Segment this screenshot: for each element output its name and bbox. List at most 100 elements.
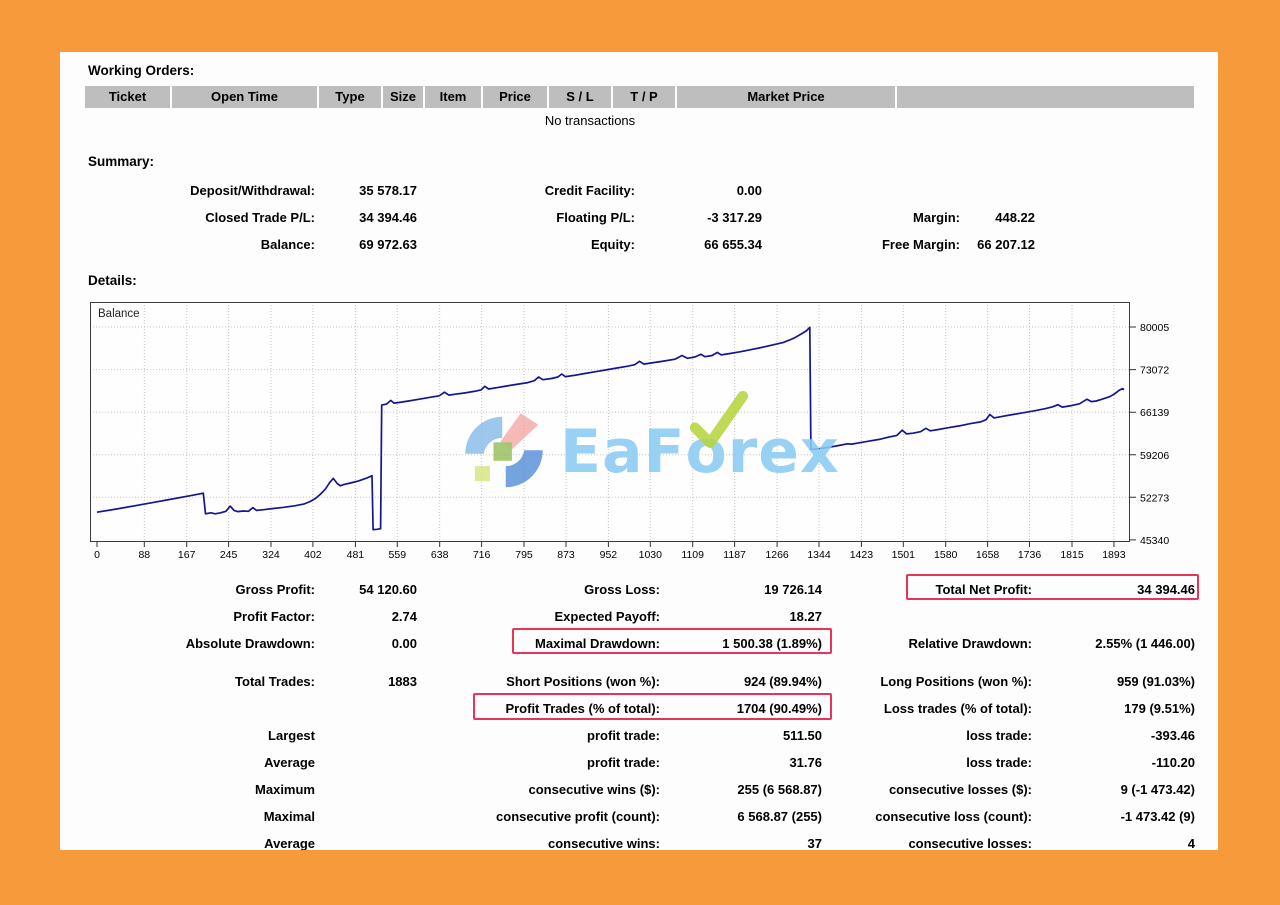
stats-row-c2v-value: 6 568.87 (255) <box>737 809 822 824</box>
x-axis-tick-label: 167 <box>178 549 196 561</box>
stats-row-c3l-label: Loss trades (% of total): <box>883 701 1032 716</box>
highlight-box-profit-trades <box>473 693 832 720</box>
balance-line <box>96 326 1125 531</box>
stats-row-c1l-label: Absolute Drawdown: <box>185 636 315 651</box>
chart-border <box>90 302 1130 542</box>
chart-tick-marks <box>96 326 1136 547</box>
column-header-type: Type <box>319 86 381 108</box>
stats-row-c2l-label: consecutive profit (count): <box>496 809 660 824</box>
summary-row-c1l-label: Deposit/Withdrawal: <box>190 183 315 198</box>
x-axis-tick-label: 1580 <box>934 549 958 561</box>
no-transactions-message: No transactions <box>544 113 636 128</box>
stats-row-c1v-value <box>315 722 417 749</box>
stats-row-c1l-label: Profit Factor: <box>233 609 315 624</box>
stats-row: Average profit trade: 31.76 loss trade: -110… <box>60 749 1197 776</box>
column-header-market-price: Market Price <box>677 86 895 108</box>
stats-row-c2v-value: 924 (89.94%) <box>743 674 822 689</box>
stats-row-c3l-label: consecutive loss (count): <box>875 809 1032 824</box>
summary-row: Balance: 69 972.63 Equity: 66 655.34 Free Ma… <box>60 231 1197 258</box>
summary-row-c3l-label: Free Margin: <box>881 237 960 252</box>
y-axis-tick-label: 80005 <box>1140 322 1169 334</box>
x-axis-tick-label: 1266 <box>765 549 789 561</box>
stats-row-c2v-value: 31.76 <box>789 755 822 770</box>
column-header-item: Item <box>425 86 481 108</box>
stats-row-c3l-label: consecutive losses ($): <box>888 782 1032 797</box>
stats-row-c2v-value: 18.27 <box>789 609 822 624</box>
x-axis-tick-label: 1344 <box>807 549 831 561</box>
details-title: Details: <box>88 273 137 288</box>
chart-plot-area <box>90 302 1130 542</box>
highlight-box-maximal-drawdown <box>512 628 832 654</box>
x-axis-tick-label: 0 <box>94 549 100 561</box>
stats-row-c2l-label: Profit Trades (% of total): <box>505 701 660 716</box>
stats-row-c2v-value: 1704 (90.49%) <box>736 701 822 716</box>
summary-row-c1l-label: Closed Trade P/L: <box>205 210 315 225</box>
x-axis-tick-label: 88 <box>138 549 150 561</box>
summary-row-c1v-value: 69 972.63 <box>359 237 417 252</box>
stats-row-c1v-value <box>315 749 417 776</box>
stats-row: Maximal consecutive profit (count): 6 568.… <box>60 803 1197 830</box>
summary-row-c2v-value: 66 655.34 <box>704 237 762 252</box>
x-axis-tick-label: 324 <box>262 549 280 561</box>
stats-row-c3v-value: 9 (-1 473.42) <box>1120 782 1195 797</box>
stats-row-c2l-label: consecutive wins ($): <box>528 782 660 797</box>
stats-row-c2v-value: 19 726.14 <box>764 582 822 597</box>
y-axis-tick-label: 59206 <box>1140 450 1169 462</box>
summary-row-c2l-label: Credit Facility: <box>544 183 635 198</box>
stats-row-c1v-value <box>315 695 417 722</box>
column-header-empty <box>897 86 1194 108</box>
working-orders-title: Working Orders: <box>88 63 195 78</box>
summary-row-c1v-value: 34 394.46 <box>359 210 417 225</box>
stats-row-c1l-label: Largest <box>268 728 315 743</box>
stats-row-c2l-label: Gross Loss: <box>584 582 660 597</box>
stats-row-c2l-label: Maximal Drawdown: <box>535 636 660 651</box>
stats-row-c3l-label: loss trade: <box>966 755 1032 770</box>
stats-row: Average consecutive wins: 37 consecutive lo… <box>60 830 1197 850</box>
stats-row: Absolute Drawdown: 0.00 Maximal Drawdown: 1… <box>60 630 1197 657</box>
x-axis-tick-label: 716 <box>473 549 491 561</box>
stats-row-c1l-label: Gross Profit: <box>235 582 315 597</box>
stats-row-c1l-label: Maximum <box>255 782 315 797</box>
summary-row-c2v-value: -3 317.29 <box>707 210 762 225</box>
stats-row-c2l-label: profit trade: <box>587 728 660 743</box>
stats-row-c1v-value <box>315 776 417 803</box>
y-axis-tick-label: 52273 <box>1140 492 1169 504</box>
highlight-box-total-net-profit <box>906 574 1199 600</box>
x-axis-tick-label: 1736 <box>1018 549 1042 561</box>
x-axis-tick-label: 559 <box>389 549 407 561</box>
x-axis-tick-label: 1109 <box>681 549 704 561</box>
summary-title: Summary: <box>88 154 155 169</box>
stats-row-c1l-label: Total Trades: <box>235 674 315 689</box>
column-header-open-time: Open Time <box>172 86 317 108</box>
stats-row-c2l-label: Short Positions (won %): <box>506 674 660 689</box>
stats-row-c3v-value: 2.55% (1 446.00) <box>1095 636 1195 651</box>
x-axis-tick-label: 1187 <box>723 549 746 561</box>
stats-row-c1v-value: 2.74 <box>391 609 417 624</box>
stats-row-c2v-value: 1 500.38 (1.89%) <box>722 636 822 651</box>
summary-row: Closed Trade P/L: 34 394.46 Floating P/L: -… <box>60 204 1197 231</box>
stats-row-c3l-label: consecutive losses: <box>908 836 1032 850</box>
y-axis-tick-label: 45340 <box>1140 535 1169 547</box>
stats-row-c1l-label: Average <box>264 755 315 770</box>
stats-row-c3l-label <box>822 603 1032 630</box>
summary-row-c1v-value: 35 578.17 <box>359 183 417 198</box>
stats-row-c1v-value: 0.00 <box>391 636 417 651</box>
column-header-size: Size <box>383 86 423 108</box>
x-axis-tick-label: 402 <box>304 549 322 561</box>
stats-row-c2l-label: profit trade: <box>587 755 660 770</box>
stats-row-c3v-value: 179 (9.51%) <box>1124 701 1195 716</box>
stats-row: Largest profit trade: 511.50 loss trade: -39… <box>60 722 1197 749</box>
y-axis-tick-label: 66139 <box>1140 407 1169 419</box>
stats-row-c1v-value: 54 120.60 <box>359 582 417 597</box>
x-axis-tick-label: 1501 <box>892 549 916 561</box>
balance-chart-svg: Balance 0 88 167 245 324 402 481 559 638 716 795 873… <box>90 302 1169 561</box>
x-axis-tick-label: 1030 <box>639 549 663 561</box>
column-header-t-p: T / P <box>613 86 675 108</box>
summary-row-c2l-label: Floating P/L: <box>556 210 635 225</box>
summary-row-c3v-value <box>960 177 1035 204</box>
summary-row-c3l-label: Margin: <box>913 210 960 225</box>
stats-row: Gross Profit: 54 120.60 Gross Loss: 19 726.… <box>60 576 1197 603</box>
stats-row-c1v-value <box>315 803 417 830</box>
summary-row-c3v-value: 66 207.12 <box>977 237 1035 252</box>
stats-row: Profit Factor: 2.74 Expected Payoff: 18.27 <box>60 603 1197 630</box>
